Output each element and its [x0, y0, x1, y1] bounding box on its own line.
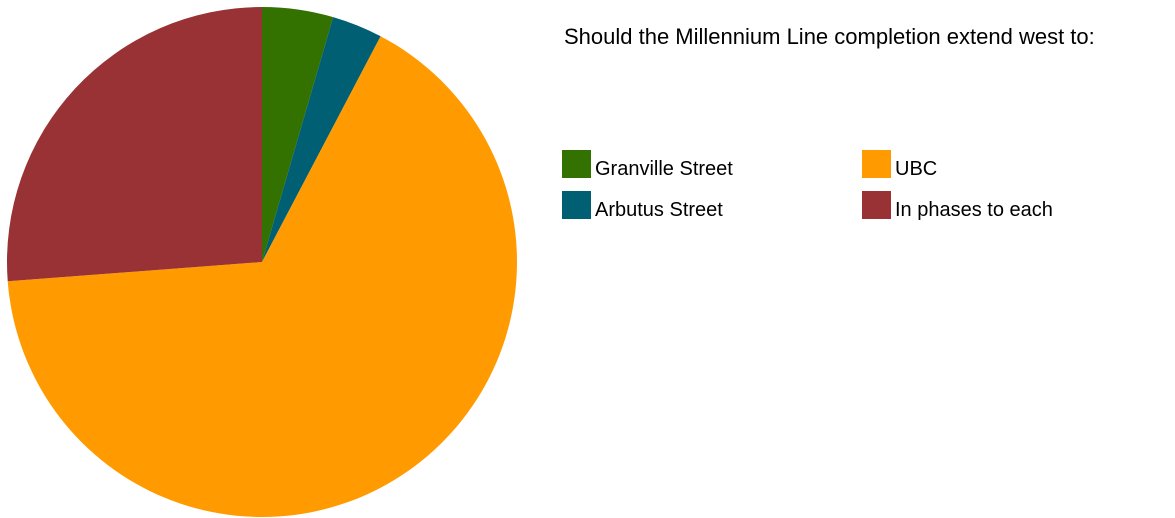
pie-slice-granville-street	[262, 7, 334, 262]
legend: Granville Street UBC Arbutus Street In p…	[562, 148, 1122, 221]
legend-item-ubc: UBC	[862, 148, 1122, 180]
legend-label-granville-street: Granville Street	[595, 157, 733, 180]
legend-item-in-phases-to-each: In phases to each	[862, 189, 1122, 221]
pie-slice-ubc	[7, 36, 517, 518]
legend-swatch-in-phases-to-each	[862, 191, 891, 219]
legend-swatch-ubc	[862, 150, 891, 178]
chart-title: Should the Millennium Line completion ex…	[564, 24, 1095, 49]
legend-label-ubc: UBC	[895, 157, 938, 180]
legend-swatch-arbutus-street	[562, 191, 591, 219]
pie-chart	[6, 6, 517, 518]
pie-slice-in-phases-to-each	[6, 6, 263, 282]
legend-label-arbutus-street: Arbutus Street	[595, 198, 723, 221]
legend-swatch-granville-street	[562, 150, 591, 178]
legend-item-granville-street: Granville Street	[562, 148, 862, 180]
legend-label-in-phases-to-each: In phases to each	[895, 198, 1053, 221]
legend-item-arbutus-street: Arbutus Street	[562, 189, 862, 221]
pie-slice-arbutus-street	[262, 17, 381, 262]
